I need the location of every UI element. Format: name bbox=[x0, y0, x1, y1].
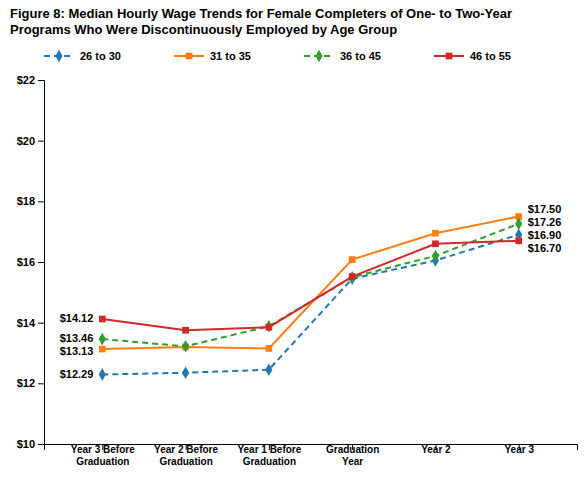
x-tick-label-line: Graduation bbox=[326, 444, 379, 455]
legend-marker bbox=[55, 50, 62, 62]
plot: $10$12$14$16$18$20$22Year 3 BeforeGradua… bbox=[17, 74, 578, 466]
y-tick-label: $20 bbox=[17, 135, 35, 147]
title-line: Programs Who Were Discontinuously Employ… bbox=[10, 22, 397, 37]
x-tick-label-line: Graduation bbox=[76, 456, 129, 467]
series-group bbox=[99, 213, 523, 381]
annotation: $12.29 bbox=[60, 368, 94, 380]
legend-label: 26 to 30 bbox=[80, 50, 121, 62]
x-tick: Year 3 bbox=[504, 444, 534, 455]
annotation: $17.26 bbox=[528, 216, 562, 228]
point-marker bbox=[349, 271, 356, 283]
annotations: $12.29$13.13$13.46$14.12$17.50$17.26$16.… bbox=[60, 203, 562, 379]
x-tick: Year 1 BeforeGraduation bbox=[237, 444, 301, 467]
x-tick-label-line: Year bbox=[342, 456, 363, 467]
y-axis-line bbox=[38, 81, 45, 445]
x-tick-label-line: Graduation bbox=[159, 456, 212, 467]
legend-item: 31 to 35 bbox=[174, 50, 251, 62]
point-marker bbox=[182, 366, 189, 378]
y-tick: $16 bbox=[17, 256, 44, 268]
x-tick-label: Year 1 BeforeGraduation bbox=[237, 444, 301, 467]
y-tick-mark bbox=[38, 383, 44, 384]
annotation: $13.46 bbox=[60, 332, 94, 344]
y-tick: $22 bbox=[17, 74, 44, 86]
x-tick-label-line: Graduation bbox=[243, 456, 296, 467]
point-marker bbox=[266, 345, 273, 352]
y-tick-mark bbox=[38, 201, 44, 202]
chart: Figure 8: Median Hourly Wage Trends for … bbox=[0, 0, 585, 488]
x-tick-label-line: Year 3 Before bbox=[71, 444, 135, 455]
annotation: $14.12 bbox=[60, 312, 94, 324]
legend-label: 36 to 45 bbox=[340, 50, 381, 62]
y-tick: $18 bbox=[17, 195, 44, 207]
x-axis: Year 3 BeforeGraduationYear 2 BeforeGrad… bbox=[45, 444, 578, 467]
x-tick-label-line: Year 1 Before bbox=[237, 444, 301, 455]
point-marker bbox=[182, 340, 189, 352]
legend-marker bbox=[315, 50, 322, 62]
legend-item: 26 to 30 bbox=[44, 50, 121, 62]
legend-marker bbox=[446, 53, 453, 60]
point-marker bbox=[349, 256, 356, 263]
legend-label: 46 to 55 bbox=[470, 50, 511, 62]
point-marker bbox=[182, 327, 189, 334]
y-tick-mark bbox=[38, 444, 44, 445]
y-tick-label: $22 bbox=[17, 74, 35, 86]
annotation: $16.70 bbox=[528, 242, 562, 254]
legend: 26 to 30 31 to 35 36 to 45 46 to 55 bbox=[44, 50, 511, 62]
y-tick: $20 bbox=[17, 135, 44, 147]
series-line bbox=[102, 224, 518, 347]
point-marker bbox=[99, 368, 106, 380]
x-tick-label: GraduationYear bbox=[326, 444, 379, 467]
point-marker bbox=[515, 237, 522, 244]
title: Figure 8: Median Hourly Wage Trends for … bbox=[10, 6, 512, 37]
point-marker bbox=[349, 273, 356, 280]
y-tick: $14 bbox=[17, 317, 44, 329]
legend-marker bbox=[186, 53, 193, 60]
annotation: $17.50 bbox=[528, 203, 562, 215]
y-tick-mark bbox=[38, 262, 44, 263]
series-line bbox=[102, 217, 518, 350]
annotation: $16.90 bbox=[528, 229, 562, 241]
y-tick-mark bbox=[38, 323, 44, 324]
point-marker bbox=[432, 230, 439, 237]
x-tick: Year 2 BeforeGraduation bbox=[154, 444, 218, 467]
x-tick-label-line: Year 2 Before bbox=[154, 444, 218, 455]
x-tick-label: Year 2 BeforeGraduation bbox=[154, 444, 218, 467]
series-line bbox=[102, 241, 518, 330]
point-marker bbox=[265, 320, 272, 332]
y-tick-mark bbox=[38, 80, 44, 81]
y-tick-label: $14 bbox=[17, 317, 36, 329]
annotation: $13.13 bbox=[60, 345, 94, 357]
y-tick-mark bbox=[38, 141, 44, 142]
y-tick-label: $16 bbox=[17, 256, 35, 268]
title-line: Figure 8: Median Hourly Wage Trends for … bbox=[10, 6, 512, 21]
point-marker bbox=[266, 324, 273, 331]
y-tick-label: $18 bbox=[17, 195, 35, 207]
x-tick-label: Year 3 bbox=[504, 444, 534, 455]
point-marker bbox=[515, 218, 522, 230]
x-tick-label: Year 2 bbox=[421, 444, 451, 455]
point-marker bbox=[265, 363, 272, 375]
point-marker bbox=[99, 346, 106, 353]
legend-label: 31 to 35 bbox=[210, 50, 251, 62]
x-tick: Year 3 BeforeGraduation bbox=[71, 444, 135, 467]
y-tick: $10 bbox=[17, 438, 44, 450]
point-marker bbox=[432, 240, 439, 247]
x-tick-label-line: Year 3 bbox=[504, 444, 534, 455]
y-tick-label: $12 bbox=[17, 377, 35, 389]
y-axis: $10 $12 $14 $16 $18 $20 $22 bbox=[17, 74, 45, 450]
x-tick-label-line: Year 2 bbox=[421, 444, 451, 455]
point-marker bbox=[432, 250, 439, 262]
point-marker bbox=[99, 333, 106, 345]
y-tick-label: $10 bbox=[17, 438, 35, 450]
x-tick: Year 2 bbox=[421, 444, 451, 455]
x-tick: GraduationYear bbox=[326, 444, 379, 467]
legend-item: 46 to 55 bbox=[434, 50, 511, 62]
point-marker bbox=[99, 316, 106, 323]
y-tick: $12 bbox=[17, 377, 44, 389]
x-tick-label: Year 3 BeforeGraduation bbox=[71, 444, 135, 467]
legend-item: 36 to 45 bbox=[304, 50, 381, 62]
